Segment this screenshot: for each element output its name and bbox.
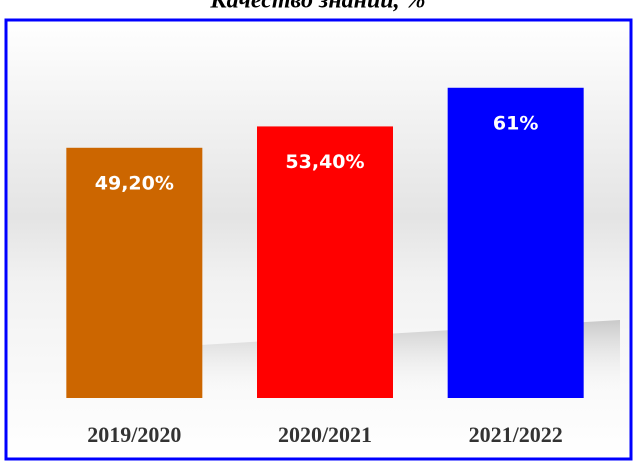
value-label: 53,40%	[285, 151, 364, 173]
chart-title: Качество знаний, %	[209, 0, 425, 14]
bar	[447, 87, 584, 399]
bar	[257, 126, 393, 399]
x-tick-label: 2021/2022	[469, 422, 563, 447]
bar	[66, 147, 203, 398]
x-tick-label: 2020/2021	[278, 422, 372, 447]
value-label: 61%	[493, 112, 538, 134]
value-label: 49,20%	[95, 172, 174, 194]
x-tick-label: 2019/2020	[87, 422, 181, 447]
